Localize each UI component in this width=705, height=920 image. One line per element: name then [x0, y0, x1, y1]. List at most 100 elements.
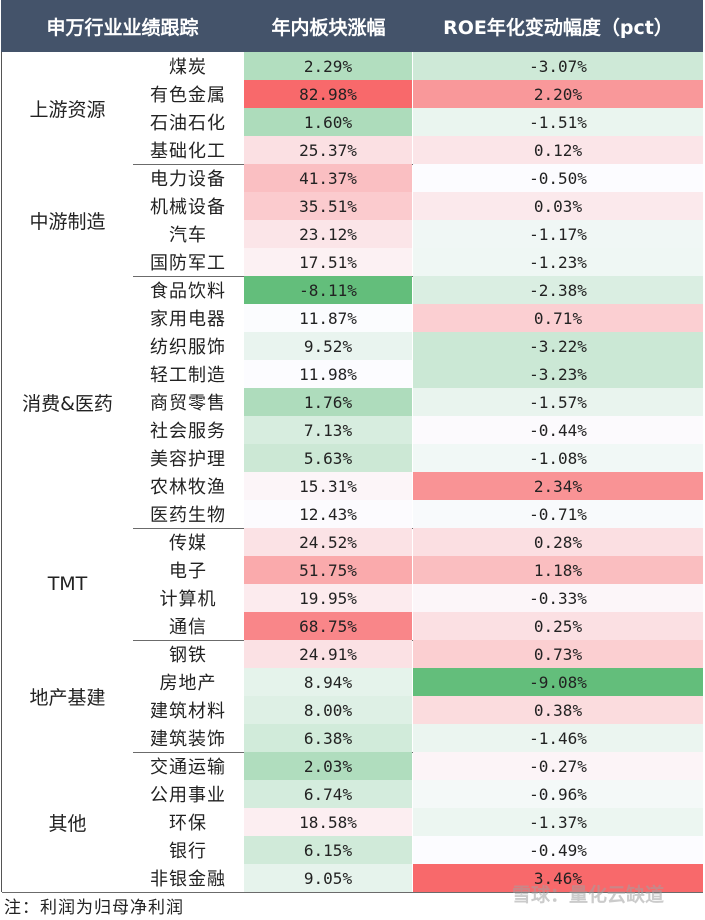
annual-gain-cell: 6.15% [244, 836, 412, 864]
annual-gain-cell: 19.95% [244, 584, 412, 612]
roe-change-cell: -3.23% [413, 360, 703, 388]
header-roe-change: ROE年化变动幅度（pct） [413, 0, 703, 52]
roe-change-cell: -0.96% [413, 780, 703, 808]
roe-change-cell: 0.28% [413, 528, 703, 556]
industry-name: 通信 [169, 617, 207, 638]
roe-change-cell: 1.18% [413, 556, 703, 584]
industry-name: 房地产 [159, 673, 217, 694]
annual-gain-cell: 1.76% [244, 388, 412, 416]
industry-name: 计算机 [159, 589, 217, 610]
annual-gain-cell: 17.51% [244, 248, 412, 276]
annual-gain-cell: -8.11% [244, 276, 412, 304]
industry-name: 电子 [169, 561, 207, 582]
roe-change-cell: -1.51% [413, 108, 703, 136]
industry-name: 非银金融 [150, 869, 226, 890]
roe-change-cell: -0.71% [413, 500, 703, 528]
industry-name: 基础化工 [150, 141, 226, 162]
industry-name: 社会服务 [150, 421, 226, 442]
industry-name: 国防军工 [150, 253, 226, 274]
group-label: TMT [2, 528, 133, 640]
annual-gain-cell: 24.52% [244, 528, 412, 556]
annual-gain-cell: 51.75% [244, 556, 412, 584]
annual-gain-cell: 15.31% [244, 472, 412, 500]
annual-gain-cell: 5.63% [244, 444, 412, 472]
annual-gain-cell: 41.37% [244, 164, 412, 192]
group-label: 上游资源 [2, 52, 133, 164]
roe-change-cell: -0.49% [413, 836, 703, 864]
roe-change-cell: 2.34% [413, 472, 703, 500]
roe-change-cell: -0.44% [413, 416, 703, 444]
annual-gain-cell: 82.98% [244, 80, 412, 108]
industry-name: 美容护理 [150, 449, 226, 470]
roe-change-cell: -1.37% [413, 808, 703, 836]
industry-name: 医药生物 [150, 505, 226, 526]
roe-change-cell: 0.71% [413, 304, 703, 332]
industry-name: 环保 [169, 813, 207, 834]
roe-change-cell: -2.38% [413, 276, 703, 304]
annual-gain-cell: 12.43% [244, 500, 412, 528]
industry-name: 食品饮料 [150, 281, 226, 302]
roe-change-cell: -0.27% [413, 752, 703, 780]
roe-change-cell: -1.08% [413, 444, 703, 472]
annual-gain-cell: 68.75% [244, 612, 412, 640]
annual-gain-cell: 8.94% [244, 668, 412, 696]
roe-change-cell: -1.23% [413, 248, 703, 276]
annual-gain-cell: 24.91% [244, 640, 412, 668]
annual-gain-cell: 2.03% [244, 752, 412, 780]
industry-name: 轻工制造 [150, 365, 226, 386]
roe-change-cell: 3.46% [413, 864, 703, 892]
table-left-border [1, 52, 2, 892]
industry-name: 电力设备 [150, 169, 226, 190]
annual-gain-cell: 6.38% [244, 724, 412, 752]
group-label: 地产基建 [2, 640, 133, 752]
group-label: 中游制造 [2, 164, 133, 276]
industry-name: 公用事业 [150, 785, 226, 806]
industry-name: 汽车 [169, 225, 207, 246]
industry-name: 银行 [169, 841, 207, 862]
annual-gain-cell: 11.87% [244, 304, 412, 332]
roe-change-cell: -9.08% [413, 668, 703, 696]
header-annual-gain: 年内板块涨幅 [244, 0, 413, 52]
annual-gain-cell: 11.98% [244, 360, 412, 388]
roe-change-cell: -3.22% [413, 332, 703, 360]
industry-name: 家用电器 [150, 309, 226, 330]
roe-change-cell: -3.07% [413, 52, 703, 80]
group-separator [2, 892, 703, 893]
annual-gain-cell: 2.29% [244, 52, 412, 80]
roe-change-cell: 2.20% [413, 80, 703, 108]
annual-gain-cell: 7.13% [244, 416, 412, 444]
roe-change-cell: -1.57% [413, 388, 703, 416]
industry-name: 商贸零售 [150, 393, 226, 414]
industry-name: 交通运输 [150, 757, 226, 778]
group-label: 消费&医药 [2, 276, 133, 528]
roe-change-cell: 0.12% [413, 136, 703, 164]
roe-change-cell: -1.46% [413, 724, 703, 752]
roe-change-cell: 0.73% [413, 640, 703, 668]
industry-name: 煤炭 [169, 57, 207, 78]
industry-name: 机械设备 [150, 197, 226, 218]
annual-gain-cell: 6.74% [244, 780, 412, 808]
annual-gain-cell: 35.51% [244, 192, 412, 220]
roe-change-cell: 0.25% [413, 612, 703, 640]
annual-gain-cell: 25.37% [244, 136, 412, 164]
roe-change-cell: -0.33% [413, 584, 703, 612]
annual-gain-cell: 9.52% [244, 332, 412, 360]
industry-name: 有色金属 [150, 85, 226, 106]
industry-name: 纺织服饰 [150, 337, 226, 358]
annual-gain-cell: 1.60% [244, 108, 412, 136]
roe-change-cell: -1.17% [413, 220, 703, 248]
industry-name: 钢铁 [169, 645, 207, 666]
annual-gain-cell: 8.00% [244, 696, 412, 724]
industry-name: 农林牧渔 [150, 477, 226, 498]
industry-name: 传媒 [169, 533, 207, 554]
roe-change-cell: -0.50% [413, 164, 703, 192]
footnote: 注：利润为归母净利润 [4, 898, 184, 918]
industry-name: 建筑装饰 [150, 729, 226, 750]
industry-name: 建筑材料 [150, 701, 226, 722]
annual-gain-cell: 23.12% [244, 220, 412, 248]
header-industry: 申万行业业绩跟踪 [1, 0, 244, 52]
roe-change-cell: 0.38% [413, 696, 703, 724]
annual-gain-cell: 9.05% [244, 864, 412, 892]
roe-change-cell: 0.03% [413, 192, 703, 220]
group-label: 其他 [2, 752, 133, 892]
